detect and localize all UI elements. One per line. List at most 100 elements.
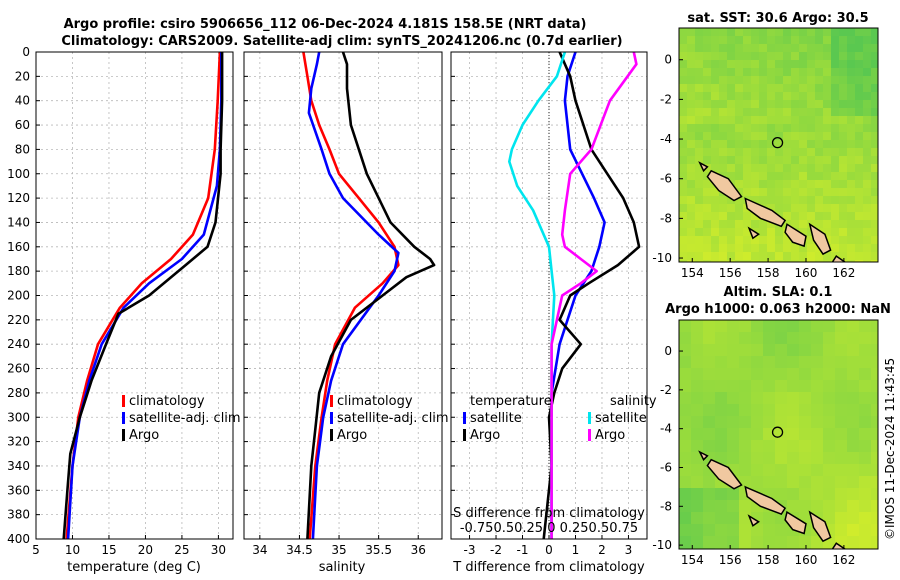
map-cell <box>799 536 812 549</box>
map-y-tick-label: -8 <box>660 499 672 513</box>
map-cell <box>839 204 848 213</box>
map-cell <box>727 28 736 37</box>
map-cell <box>695 212 704 221</box>
map-cell <box>691 344 704 357</box>
map-cell <box>863 108 872 117</box>
map-cell <box>855 68 864 77</box>
map-cell <box>855 140 864 149</box>
map-cell <box>695 188 704 197</box>
map-cell <box>679 52 688 61</box>
map-cell <box>859 332 872 345</box>
map-cell <box>759 132 768 141</box>
map-cell <box>863 116 872 125</box>
map-cell <box>823 452 836 465</box>
map-cell <box>759 244 768 253</box>
map-cell <box>759 100 768 109</box>
map-cell <box>847 28 856 37</box>
map-cell <box>871 188 878 197</box>
map-cell <box>831 44 840 53</box>
map-cell <box>871 212 878 221</box>
map-cell <box>775 60 784 69</box>
map-cell <box>751 404 764 417</box>
map-cell <box>823 368 836 381</box>
map-cell <box>831 132 840 141</box>
map-field <box>679 320 878 549</box>
map-cell <box>863 252 872 261</box>
series-climatology <box>302 52 400 539</box>
map-cell <box>775 188 784 197</box>
map-cell <box>735 116 744 125</box>
legend-swatch-sal-satellite <box>588 412 591 424</box>
map-cell <box>691 416 704 429</box>
map-cell <box>703 116 712 125</box>
map-cell <box>847 68 856 77</box>
map-cell <box>859 440 872 453</box>
map-cell <box>871 60 878 69</box>
map-cell <box>799 416 812 429</box>
map-cell <box>871 488 878 501</box>
map-cell <box>871 116 878 125</box>
map-cell <box>735 212 744 221</box>
map-cell <box>687 116 696 125</box>
map-cell <box>855 220 864 229</box>
map-cell <box>743 260 752 262</box>
map-cell <box>679 392 692 405</box>
map-cell <box>807 60 816 69</box>
map-cell <box>863 172 872 181</box>
map-cell <box>687 252 696 261</box>
map-cell <box>835 320 848 333</box>
map-cell <box>787 464 800 477</box>
map-cell <box>855 212 864 221</box>
map-cell <box>735 124 744 133</box>
map-cell <box>715 356 728 369</box>
y-tick-label: 60 <box>15 118 30 132</box>
map-cell <box>783 44 792 53</box>
map-cell <box>727 512 740 525</box>
map-cell <box>719 156 728 165</box>
map-cell <box>791 140 800 149</box>
map-y-tick-label: 0 <box>664 53 672 67</box>
map-cell <box>859 320 872 333</box>
x-tick-label: -1 <box>517 543 529 557</box>
map-cell <box>743 164 752 173</box>
map-cell <box>839 52 848 61</box>
map-y-tick-label: -4 <box>660 132 672 146</box>
map-cell <box>815 28 824 37</box>
map-cell <box>787 368 800 381</box>
map-cell <box>859 476 872 489</box>
map-cell <box>871 156 878 165</box>
map-cell <box>839 180 848 189</box>
map-cell <box>679 440 692 453</box>
map-cell <box>759 60 768 69</box>
map-cell <box>767 244 776 253</box>
map-cell <box>791 148 800 157</box>
map-cell <box>711 212 720 221</box>
map-cell <box>871 164 878 173</box>
map-cell <box>759 116 768 125</box>
map-cell <box>859 368 872 381</box>
map-cell <box>847 140 856 149</box>
map-cell <box>715 524 728 537</box>
map-cell <box>839 156 848 165</box>
map-cell <box>763 416 776 429</box>
map-cell <box>783 204 792 213</box>
map-cell <box>715 320 728 333</box>
map-cell <box>727 108 736 117</box>
map-cell <box>863 76 872 85</box>
map-x-tick-label: 160 <box>795 553 818 567</box>
map-cell <box>735 252 744 261</box>
map-cell <box>687 220 696 229</box>
map-cell <box>863 52 872 61</box>
map-cell <box>811 440 824 453</box>
map-cell <box>695 108 704 117</box>
map-cell <box>811 452 824 465</box>
map-cell <box>807 252 816 261</box>
map-cell <box>815 60 824 69</box>
map-cell <box>679 404 692 417</box>
map-cell <box>831 108 840 117</box>
map-cell <box>863 124 872 133</box>
map-cell <box>815 108 824 117</box>
map-cell <box>763 452 776 465</box>
map-cell <box>811 488 824 501</box>
map-cell <box>751 76 760 85</box>
